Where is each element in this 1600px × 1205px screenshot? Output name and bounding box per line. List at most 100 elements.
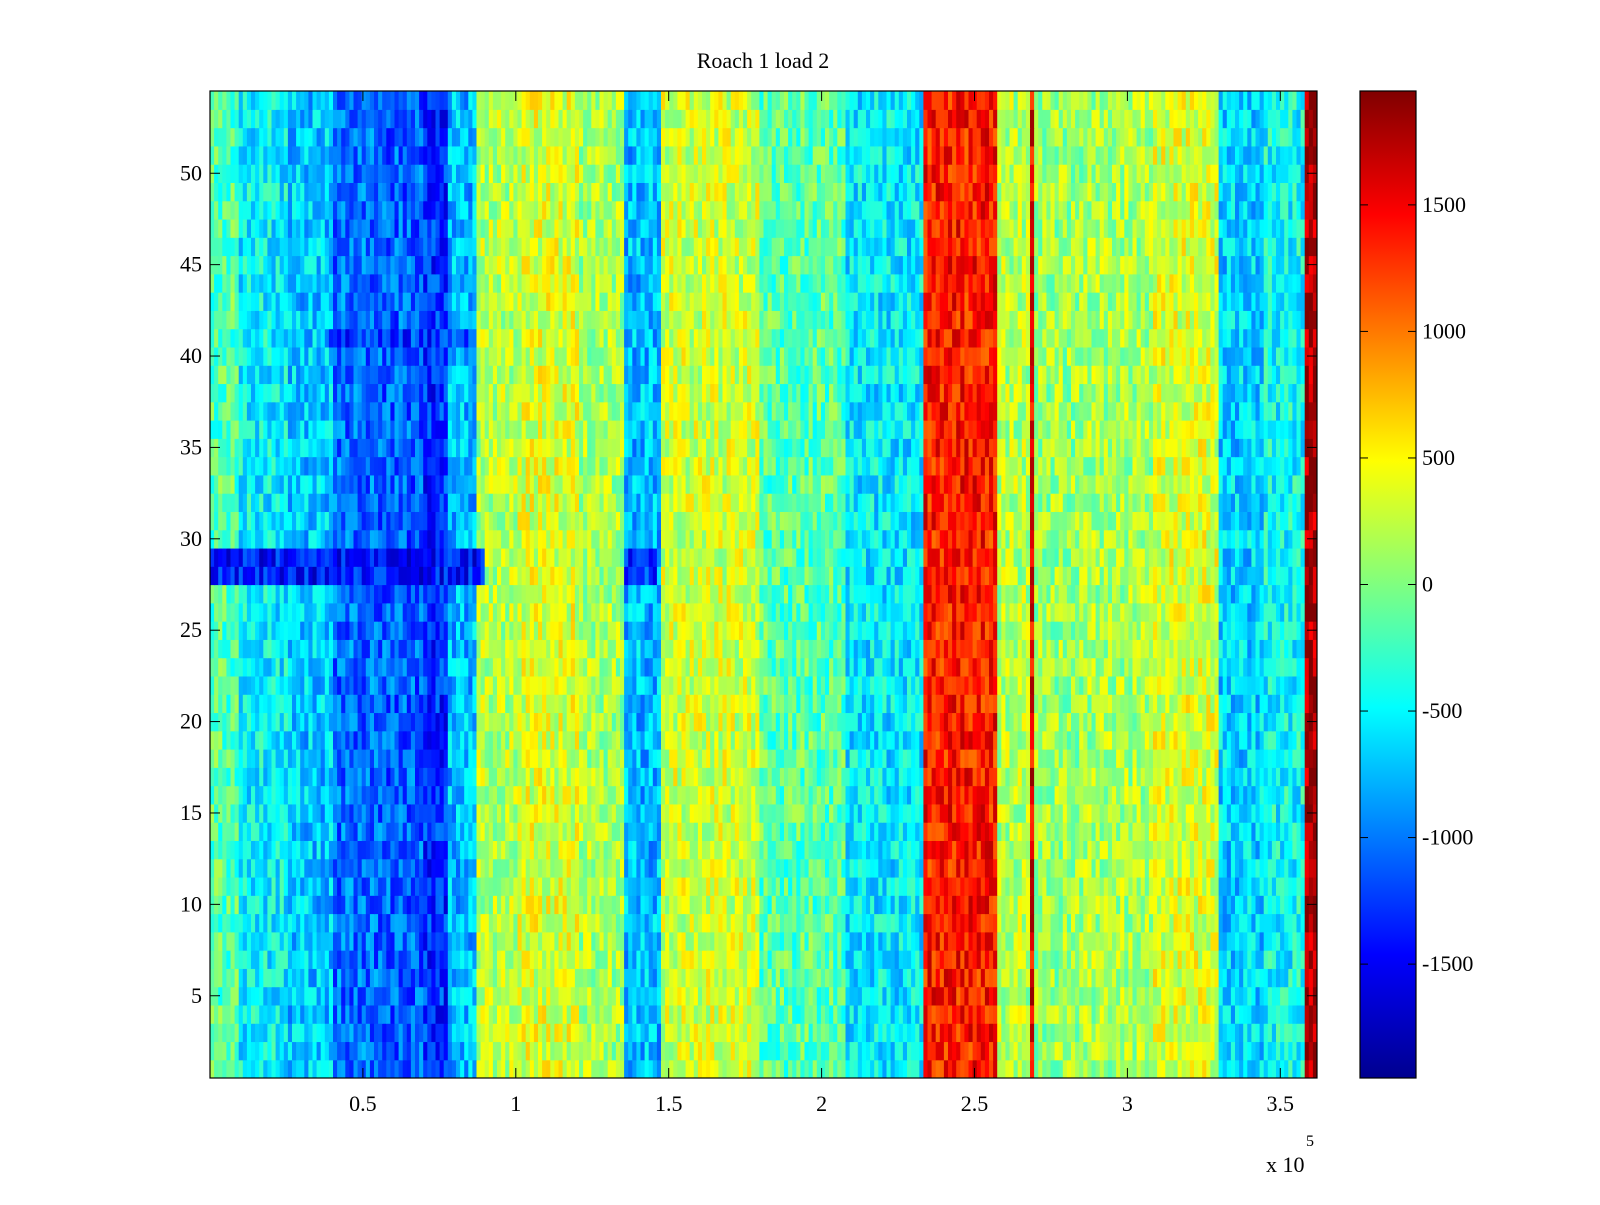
heatmap-cell xyxy=(492,931,498,951)
heatmap-cell xyxy=(997,986,1002,1006)
heatmap-cell xyxy=(976,950,982,969)
heatmap-cell xyxy=(595,785,601,805)
heatmap-cell xyxy=(1144,1023,1150,1043)
heatmap-cell xyxy=(644,822,650,841)
heatmap-cell xyxy=(902,1041,908,1061)
heatmap-cell xyxy=(1226,822,1232,841)
heatmap-cell xyxy=(1128,858,1134,878)
heatmap-cell xyxy=(214,840,219,860)
heatmap-cell xyxy=(927,785,933,805)
heatmap-cell xyxy=(734,858,740,878)
heatmap-cell xyxy=(533,822,539,841)
heatmap-cell xyxy=(554,986,560,1006)
heatmap-cell xyxy=(316,1023,322,1043)
heatmap-cell xyxy=(419,931,424,951)
heatmap-cell xyxy=(1046,913,1052,933)
heatmap-cell xyxy=(1177,785,1183,805)
heatmap-cell xyxy=(546,767,551,787)
heatmap-cell xyxy=(939,785,945,805)
heatmap-cell xyxy=(365,840,371,860)
heatmap-cell xyxy=(427,986,432,1006)
heatmap-cell xyxy=(1169,822,1175,841)
heatmap-cell xyxy=(1280,749,1285,768)
heatmap-cell xyxy=(771,785,777,805)
heatmap-cell xyxy=(632,931,637,951)
heatmap-cell xyxy=(328,1059,334,1078)
heatmap-cell xyxy=(513,803,519,823)
heatmap-cell xyxy=(1296,986,1302,1006)
heatmap-cell xyxy=(1001,822,1006,841)
heatmap-cell xyxy=(443,803,449,823)
heatmap-cell xyxy=(509,1004,514,1024)
heatmap-cell xyxy=(1054,913,1060,933)
heatmap-cell xyxy=(993,986,998,1006)
heatmap-cell xyxy=(804,858,810,878)
heatmap-cell xyxy=(812,1059,818,1078)
heatmap-cell xyxy=(804,931,810,951)
heatmap-cell xyxy=(845,1023,851,1043)
heatmap-cell xyxy=(591,822,596,841)
heatmap-cell xyxy=(964,840,970,860)
heatmap-cell xyxy=(583,1041,588,1061)
heatmap-cell xyxy=(743,1059,748,1078)
heatmap-cell xyxy=(279,1023,285,1043)
heatmap-cell xyxy=(1021,1004,1027,1024)
heatmap-cell xyxy=(730,785,736,805)
heatmap-cell xyxy=(1230,822,1236,841)
heatmap-cell xyxy=(353,1041,359,1061)
heatmap-cell xyxy=(894,968,900,988)
heatmap-cell xyxy=(870,968,875,988)
heatmap-cell xyxy=(369,730,375,750)
heatmap-cell xyxy=(562,730,568,750)
heatmap-cell xyxy=(1099,767,1105,787)
heatmap-cell xyxy=(427,931,432,951)
heatmap-cell xyxy=(369,822,375,841)
heatmap-cell xyxy=(927,1004,933,1024)
heatmap-cell xyxy=(484,968,490,988)
heatmap-cell xyxy=(554,1059,560,1078)
heatmap-cell xyxy=(964,913,970,933)
heatmap-cell xyxy=(423,730,428,750)
heatmap-cell xyxy=(1144,986,1150,1006)
heatmap-cell xyxy=(361,767,367,787)
heatmap-cell xyxy=(451,1004,457,1024)
heatmap-cell xyxy=(460,840,465,860)
heatmap-cell xyxy=(648,968,654,988)
heatmap-cell xyxy=(788,1059,793,1078)
heatmap-cell xyxy=(825,1041,830,1061)
heatmap-cell xyxy=(833,895,838,915)
heatmap-cell xyxy=(759,876,765,896)
heatmap-cell xyxy=(591,895,596,915)
heatmap-cell xyxy=(615,1004,621,1024)
heatmap-cell xyxy=(1120,749,1125,768)
heatmap-cell xyxy=(390,767,396,787)
heatmap-cell xyxy=(763,785,769,805)
heatmap-cell xyxy=(620,986,625,1006)
heatmap-cell xyxy=(853,785,859,805)
heatmap-cell xyxy=(796,1004,801,1024)
heatmap-cell xyxy=(751,822,756,841)
heatmap-cell xyxy=(1296,931,1302,951)
heatmap-cell xyxy=(812,1041,818,1061)
heatmap-cell xyxy=(788,1023,793,1043)
heatmap-cell xyxy=(673,931,678,951)
heatmap-cell xyxy=(521,968,527,988)
heatmap-cell xyxy=(242,767,248,787)
heatmap-cell xyxy=(1267,895,1273,915)
heatmap-cell xyxy=(484,876,490,896)
heatmap-cell xyxy=(993,822,998,841)
heatmap-cell xyxy=(443,749,449,768)
heatmap-cell xyxy=(907,895,912,915)
heatmap-cell xyxy=(636,950,642,969)
heatmap-cell xyxy=(234,931,240,951)
heatmap-cell xyxy=(882,1004,888,1024)
heatmap-cell xyxy=(599,749,605,768)
heatmap-cell xyxy=(1009,913,1015,933)
heatmap-cell xyxy=(1079,1004,1084,1024)
heatmap-cell xyxy=(554,1004,560,1024)
heatmap-cell xyxy=(948,822,953,841)
heatmap-cell xyxy=(952,968,957,988)
heatmap-cell xyxy=(1210,858,1216,878)
heatmap-cell xyxy=(345,1059,350,1078)
heatmap-cell xyxy=(706,822,711,841)
